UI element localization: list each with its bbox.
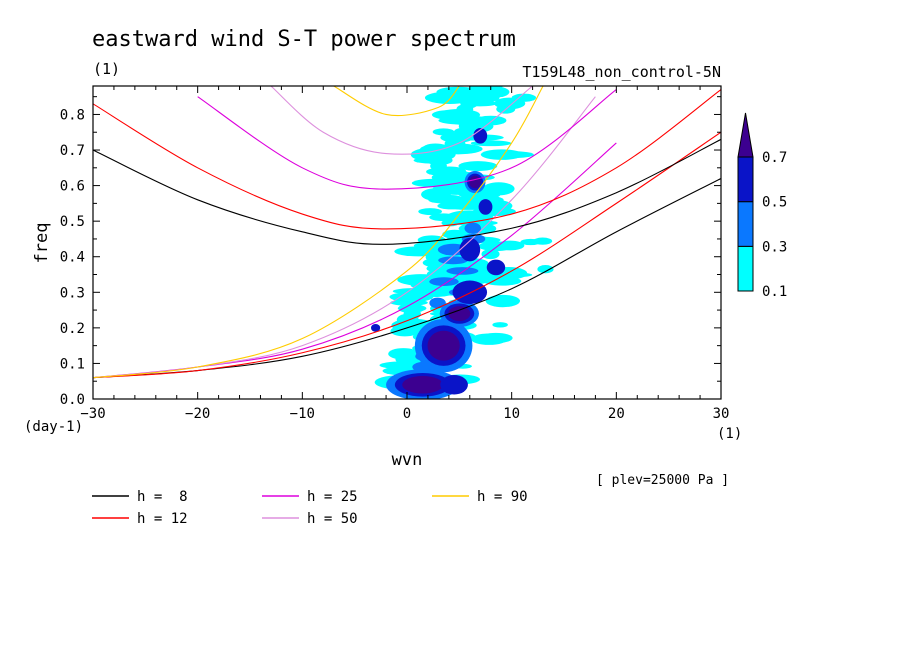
contour-fill-group bbox=[370, 86, 554, 399]
experiment-label: T159L48_non_control-5N bbox=[522, 63, 721, 81]
colorbar-extend-arrow bbox=[737, 112, 754, 158]
power-contour-patch bbox=[511, 93, 537, 102]
power-contour-patch bbox=[496, 240, 525, 251]
y-tick-label: 0.8 bbox=[60, 107, 85, 123]
x-tick-label: 30 bbox=[713, 406, 730, 422]
y-tick-label: 0.1 bbox=[60, 356, 85, 372]
power-contour-patch bbox=[482, 182, 515, 196]
kelvin-dispersion-curve bbox=[93, 86, 544, 379]
power-contour-patch bbox=[434, 143, 483, 155]
legend-label: h = 12 bbox=[137, 511, 188, 527]
y-tick-label: 0.7 bbox=[60, 143, 85, 159]
colorbar-segment bbox=[737, 245, 754, 292]
colorbar-level-label: 0.1 bbox=[762, 284, 787, 300]
legend-label: h = 8 bbox=[137, 489, 188, 505]
power-contour-patch bbox=[537, 265, 554, 274]
power-contour-patch bbox=[483, 276, 522, 286]
dispersion-curves bbox=[93, 86, 721, 379]
x-axis-label: wvn bbox=[392, 450, 423, 470]
kelvin-dispersion-curve bbox=[93, 142, 617, 379]
power-contour-patch bbox=[397, 304, 427, 313]
inertia-gravity-curve bbox=[333, 86, 460, 117]
power-contour-patch bbox=[402, 376, 444, 394]
power-contour-patch bbox=[492, 322, 508, 328]
y-tick-label: 0.0 bbox=[60, 392, 85, 408]
power-contour-patch bbox=[436, 111, 478, 119]
power-contour-patch bbox=[486, 259, 506, 276]
colorbar-segment bbox=[737, 156, 754, 203]
power-contour-patch bbox=[432, 128, 455, 136]
inertia-gravity-curve bbox=[197, 89, 617, 190]
power-contour-patch bbox=[370, 323, 381, 332]
colorbar-level-label: 0.3 bbox=[762, 239, 787, 255]
power-contour-patch bbox=[442, 231, 471, 238]
legend-label: h = 90 bbox=[477, 489, 528, 505]
legend-label: h = 25 bbox=[307, 489, 358, 505]
power-contour-patch bbox=[481, 249, 500, 260]
colorbar-segment bbox=[737, 201, 754, 247]
legend: h = 8 h = 12 h = 25 h = 50 h = 90 bbox=[92, 489, 528, 527]
y-axis-label: freq bbox=[32, 223, 52, 264]
kelvin-dispersion-curve bbox=[93, 131, 721, 379]
inertia-gravity-curve bbox=[93, 89, 721, 230]
power-contour-patch bbox=[471, 333, 508, 345]
x-tick-label: −10 bbox=[290, 406, 315, 422]
power-contour-patch bbox=[427, 330, 460, 361]
power-contour-patch bbox=[475, 115, 507, 126]
x-tick-label: −20 bbox=[185, 406, 210, 422]
power-contour-patch bbox=[392, 288, 439, 295]
power-contour-patch bbox=[500, 272, 533, 278]
power-contour-patch bbox=[458, 161, 498, 171]
x-tick-label: −30 bbox=[80, 406, 105, 422]
power-contour-patch bbox=[448, 306, 471, 322]
x-tick-label: 20 bbox=[608, 406, 625, 422]
title-units: (1) bbox=[93, 60, 120, 78]
power-contour-patch bbox=[459, 237, 481, 262]
y-tick-label: 0.3 bbox=[60, 285, 85, 301]
y-tick-label: 0.4 bbox=[60, 250, 85, 266]
y-tick-label: 0.5 bbox=[60, 214, 85, 230]
x-axis-unit: (1) bbox=[717, 426, 742, 442]
colorbar-level-label: 0.5 bbox=[762, 195, 787, 211]
colorbar: 0.1 0.3 0.5 0.7 bbox=[737, 112, 787, 300]
axis-tick-labels: −30 −20 −10 0 10 20 30 0.0 0.1 0.2 0.3 0.4 0.5 0.6 0.7… bbox=[60, 107, 730, 422]
y-axis-unit: (day-1) bbox=[24, 419, 83, 435]
colorbar-level-label: 0.7 bbox=[762, 150, 787, 166]
power-contour-patch bbox=[452, 280, 488, 305]
power-contour-patch bbox=[480, 149, 523, 160]
power-contour-patch bbox=[440, 374, 468, 395]
power-contour-patch bbox=[533, 237, 553, 245]
power-contour-patch bbox=[464, 222, 481, 234]
axis-ticks bbox=[92, 86, 722, 400]
legend-label: h = 50 bbox=[307, 511, 358, 527]
power-contour-patch bbox=[436, 86, 480, 98]
y-tick-label: 0.2 bbox=[60, 321, 85, 337]
power-contour-patch bbox=[469, 175, 481, 189]
x-tick-label: 10 bbox=[503, 406, 520, 422]
chart-title: eastward wind S-T power spectrum bbox=[92, 27, 516, 52]
inertia-gravity-curve bbox=[270, 86, 533, 155]
power-contour-patch bbox=[446, 267, 479, 275]
power-contour-patch bbox=[478, 199, 493, 215]
y-tick-label: 0.6 bbox=[60, 179, 85, 195]
level-note: [ plev=25000 Pa ] bbox=[596, 473, 729, 488]
power-contour-patch bbox=[485, 294, 521, 308]
inertia-gravity-curve bbox=[93, 138, 721, 245]
x-tick-label: 0 bbox=[403, 406, 411, 422]
power-contour-patch bbox=[418, 208, 443, 215]
